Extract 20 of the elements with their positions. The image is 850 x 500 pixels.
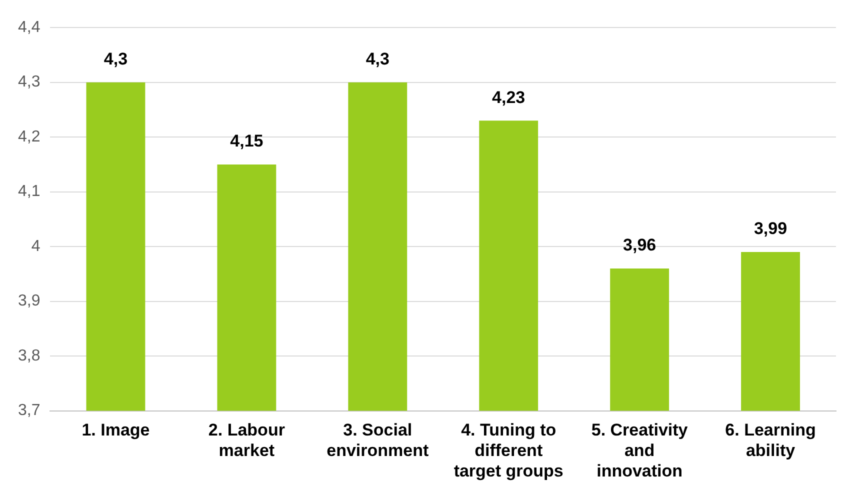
y-tick-label: 4,4 <box>18 19 40 36</box>
x-tick-label: 1. Image <box>82 420 150 440</box>
data-label: 4,23 <box>492 88 526 107</box>
x-tick-label: 3. Social environment <box>326 420 429 460</box>
y-tick-label: 3,8 <box>18 347 40 364</box>
x-tick-label: 2. Labour market <box>208 420 286 460</box>
y-tick-label: 3,9 <box>18 292 40 310</box>
y-tick-label: 4 <box>31 238 40 255</box>
y-tick-label: 4,2 <box>18 128 40 146</box>
x-tick-label: 4. Tuning to different target groups <box>454 420 564 480</box>
data-label: 4,3 <box>104 50 128 69</box>
x-tick-label: 6. Learning ability <box>725 420 816 460</box>
data-label: 3,99 <box>754 219 788 238</box>
x-tick-label: 5. Creativity and innovation <box>591 420 688 480</box>
data-label: 4,15 <box>230 132 264 151</box>
y-tick-label: 4,1 <box>18 183 40 200</box>
data-label: 4,3 <box>366 50 390 69</box>
y-tick-label: 4,3 <box>18 74 40 91</box>
y-tick-label: 3,7 <box>18 402 40 420</box>
data-label: 3,96 <box>623 236 656 255</box>
